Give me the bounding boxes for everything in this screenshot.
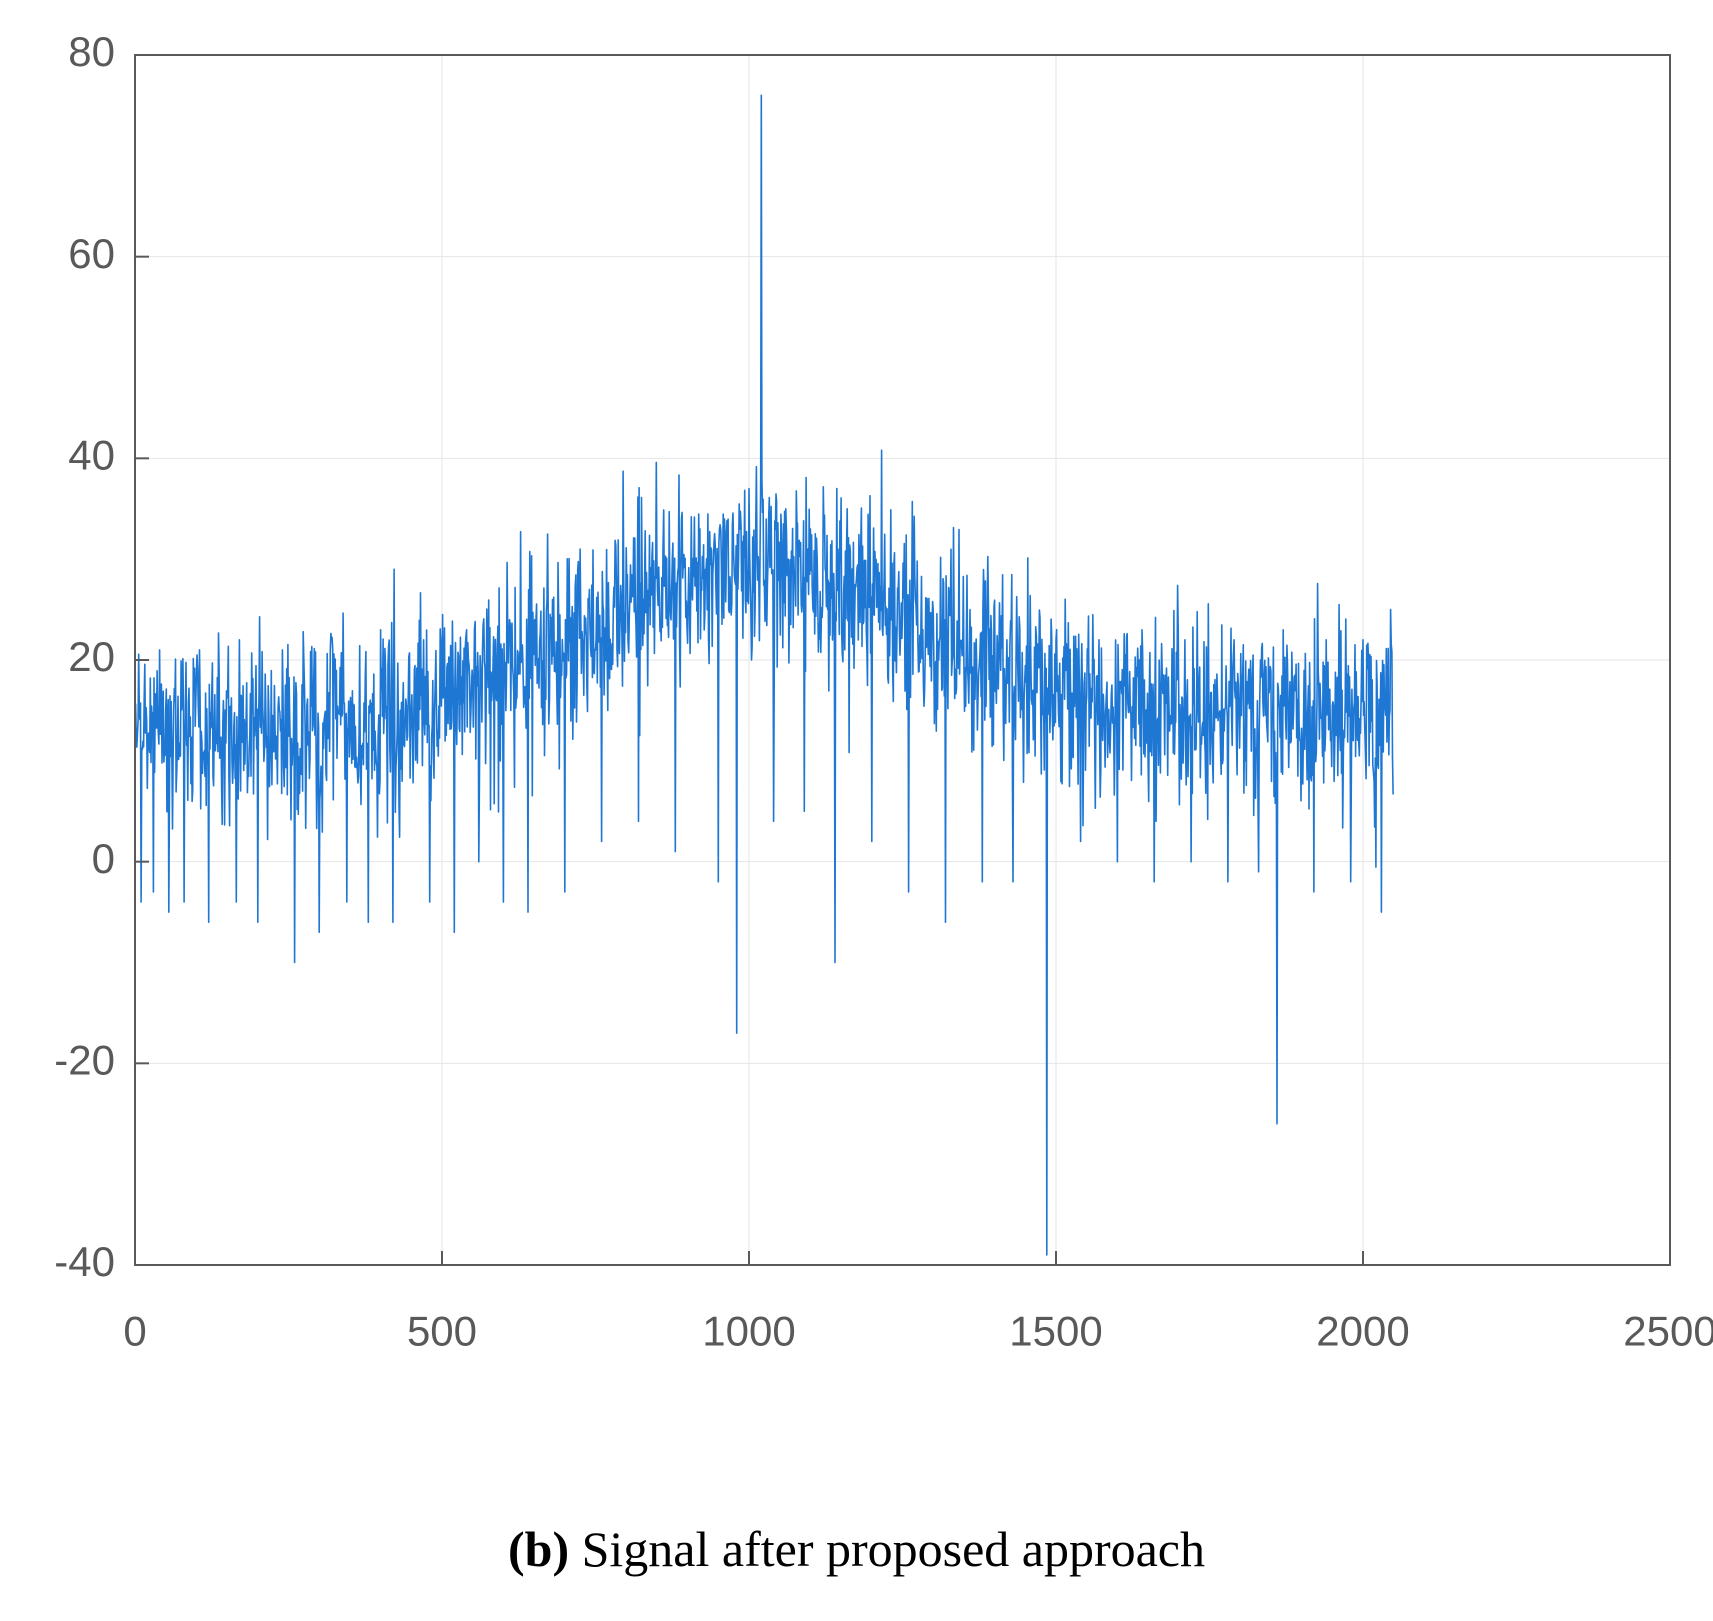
x-tick-label: 2000 — [1316, 1307, 1409, 1350]
caption-text: Signal after proposed approach — [569, 1521, 1205, 1577]
caption-prefix: (b) — [508, 1521, 569, 1577]
x-tick-label: 1000 — [702, 1307, 795, 1350]
y-tick-label: 0 — [92, 835, 115, 882]
y-tick-label: 60 — [68, 230, 115, 277]
x-tick-label: 500 — [407, 1307, 477, 1350]
chart-svg: 0 500 1000 1500 2000 2500 -40 -20 0 20 40 60 80 — [0, 0, 1713, 1350]
y-tick-label: -40 — [54, 1238, 115, 1285]
x-tick-label: 0 — [123, 1307, 146, 1350]
x-tick-label: 2500 — [1623, 1307, 1713, 1350]
y-tick-label: 40 — [68, 431, 115, 478]
figure-container: 0 500 1000 1500 2000 2500 -40 -20 0 20 40 60 80 (b) … — [0, 0, 1713, 1621]
figure-caption: (b) Signal after proposed approach — [0, 1520, 1713, 1578]
y-tick-label: -20 — [54, 1036, 115, 1083]
x-tick-label: 1500 — [1009, 1307, 1102, 1350]
y-tick-label: 20 — [68, 633, 115, 680]
y-tick-label: 80 — [68, 28, 115, 75]
